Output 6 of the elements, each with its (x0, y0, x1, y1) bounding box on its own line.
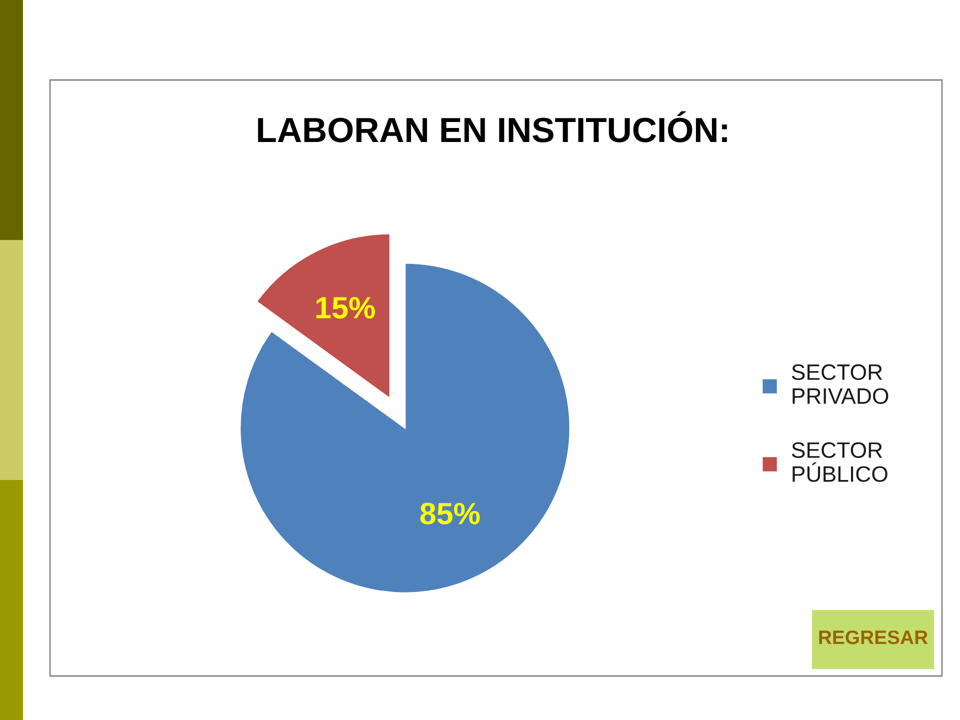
legend-label: SECTOR PRIVADO (792, 364, 888, 404)
data-label: 15% (316, 297, 375, 319)
legend-label: SECTOR PÚBLICO (792, 442, 888, 482)
data-label: 85% (420, 502, 480, 524)
chart-title: LABORAN EN INSTITUCIÓN: (258, 111, 727, 142)
text: REGRESAR (819, 630, 928, 644)
